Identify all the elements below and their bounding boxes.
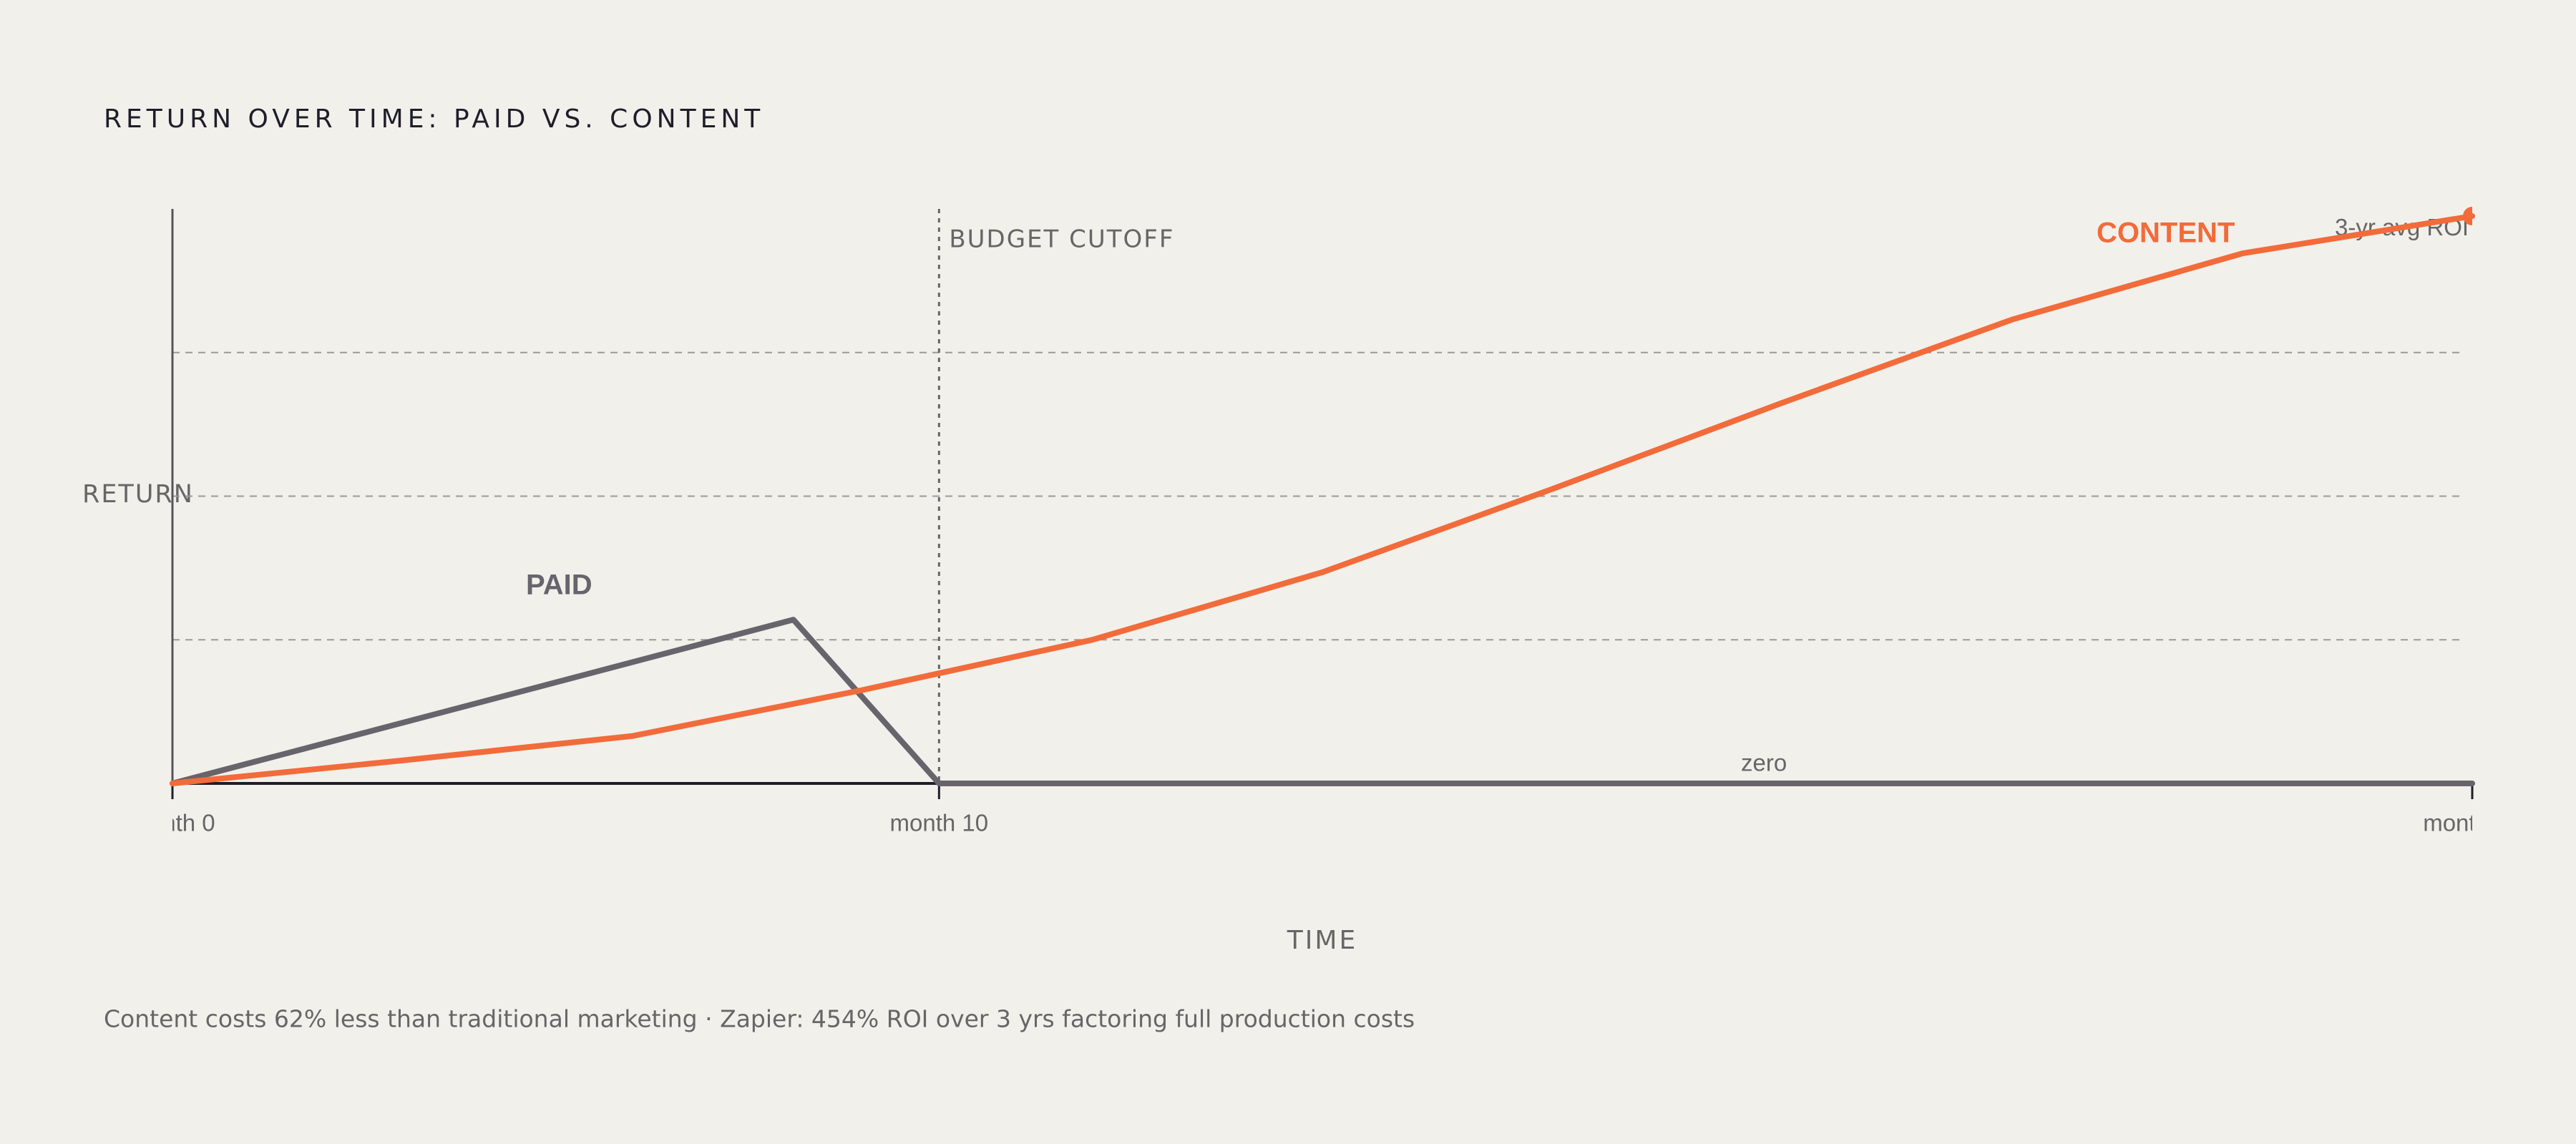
footnote: Content costs 62% less than traditional … — [104, 1005, 1415, 1033]
series-line — [170, 213, 2475, 786]
x-tick-label: month 0 — [130, 810, 215, 836]
chart-title: RETURN OVER TIME: PAID VS. CONTENT — [104, 104, 764, 134]
x-tick-label: month 30 — [2423, 810, 2522, 836]
series-line — [170, 617, 2475, 786]
x-tick-label: month 10 — [890, 810, 989, 836]
series-label: CONTENT — [2097, 217, 2235, 249]
x-axis-label: TIME — [1287, 926, 1357, 955]
zero-label: zero — [1741, 750, 1787, 776]
budget-cutoff-label: BUDGET CUTOFF — [949, 225, 1174, 254]
y-axis-label: RETURN — [82, 480, 194, 509]
series-label: PAID — [526, 569, 592, 601]
